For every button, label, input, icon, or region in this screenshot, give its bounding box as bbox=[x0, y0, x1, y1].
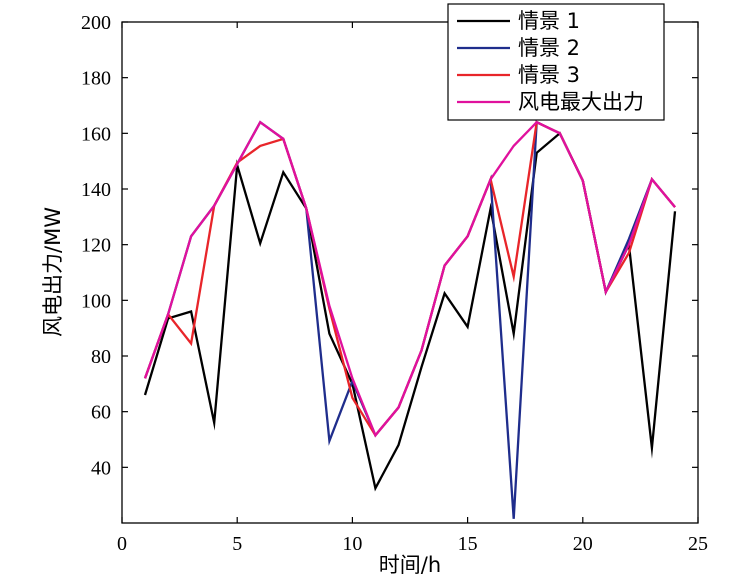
legend-box bbox=[447, 3, 665, 121]
x-tick-label: 15 bbox=[458, 533, 478, 555]
y-tick-label: 180 bbox=[81, 68, 111, 90]
y-tick-label: 60 bbox=[91, 402, 111, 424]
y-tick-label: 80 bbox=[91, 346, 111, 368]
series-lines bbox=[143, 120, 677, 519]
y-tick-label: 100 bbox=[81, 290, 111, 312]
legend-label-1: 情景 1 bbox=[518, 9, 580, 33]
legend-label-2: 情景 2 bbox=[518, 36, 580, 60]
x-tick-label: 5 bbox=[232, 533, 242, 555]
series-line-4 bbox=[143, 120, 676, 438]
legend-label-3: 情景 3 bbox=[518, 63, 580, 87]
y-tick-label: 120 bbox=[81, 235, 111, 257]
x-tick-label: 20 bbox=[573, 533, 593, 555]
legend-label-4: 风电最大出力 bbox=[518, 90, 644, 114]
y-tick-label: 140 bbox=[81, 179, 111, 201]
y-tick-label: 160 bbox=[81, 123, 111, 145]
x-axis-label: 时间/h bbox=[379, 553, 441, 577]
x-tick-label: 10 bbox=[342, 533, 362, 555]
x-tick-label: 0 bbox=[117, 533, 127, 555]
y-tick-label: 40 bbox=[91, 457, 111, 479]
x-tick-label: 25 bbox=[688, 533, 708, 555]
y-tick-label: 200 bbox=[81, 12, 111, 34]
series-line-2 bbox=[143, 120, 676, 519]
plot-frame bbox=[121, 21, 699, 524]
series-line-3 bbox=[143, 120, 676, 438]
tick-labels: 0 5 10 15 20 25 40 60 80 100 120 140 160 180 200 bbox=[81, 12, 708, 555]
legend: 情景 1 情景 2 情景 3 风电最大出力 bbox=[447, 3, 665, 121]
y-axis-label: 风电出力/MW bbox=[41, 207, 65, 337]
